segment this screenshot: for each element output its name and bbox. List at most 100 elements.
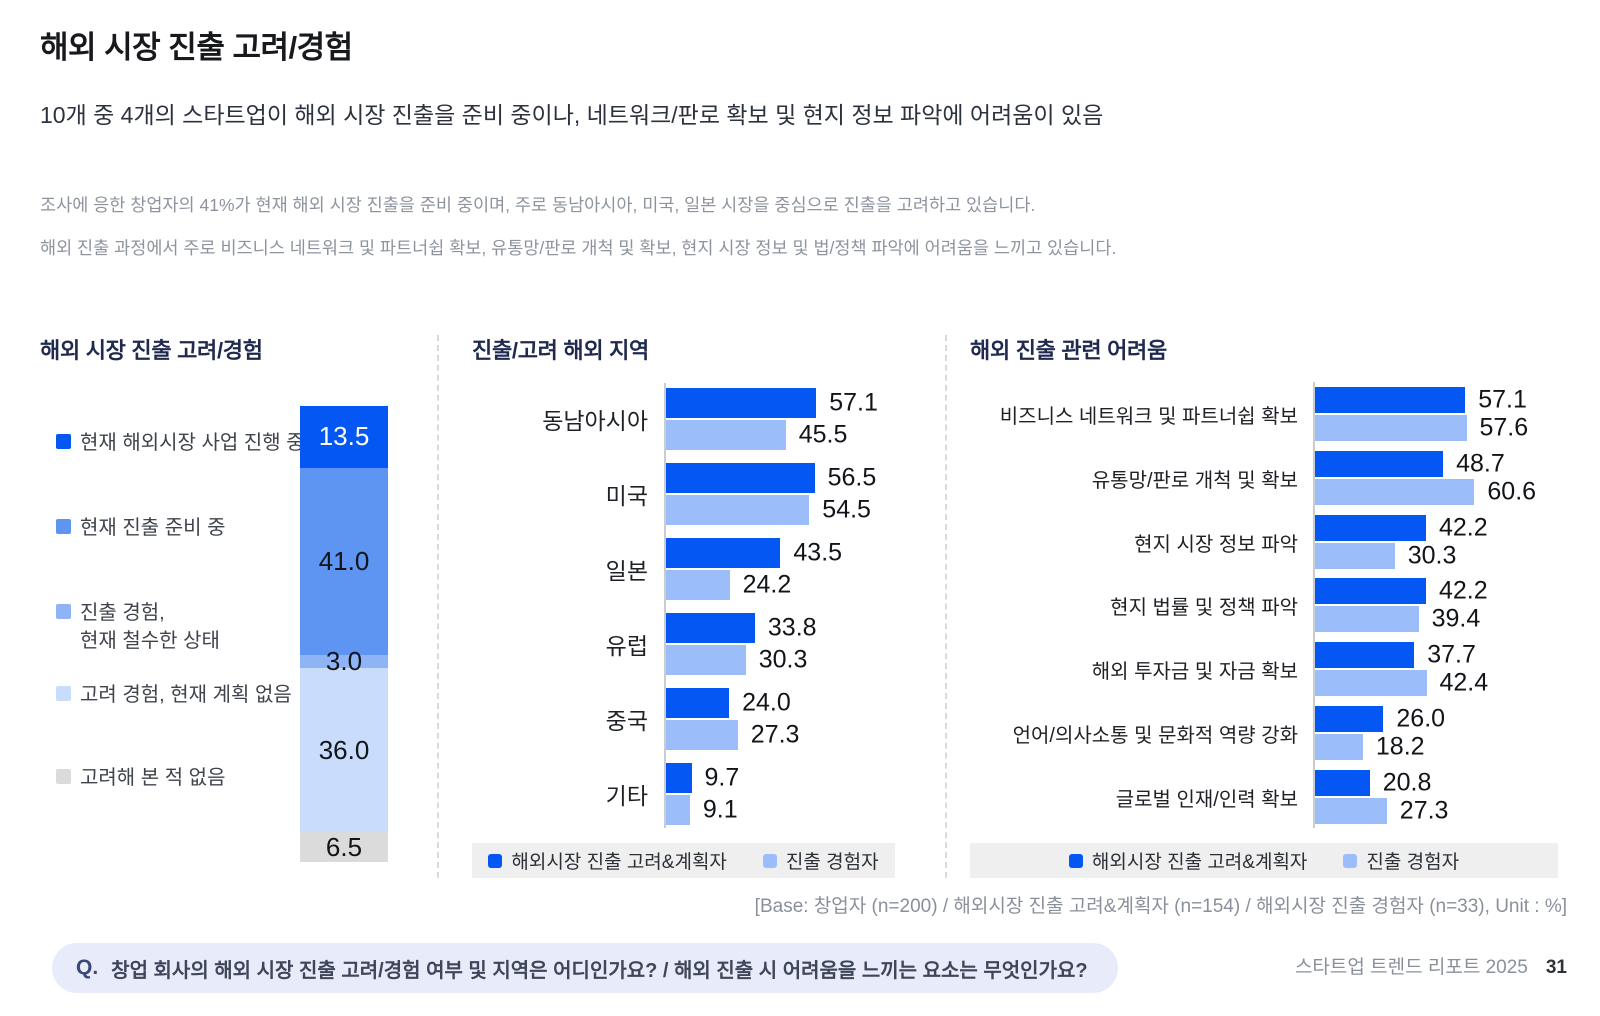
bar-primary: 24.0 bbox=[666, 688, 791, 718]
bar-group: 43.5 24.2 bbox=[666, 538, 842, 600]
chart-title: 진출/고려 해외 지역 bbox=[472, 338, 649, 363]
bar-value: 42.2 bbox=[1439, 576, 1488, 605]
question-text: 창업 회사의 해외 시장 진출 고려/경험 여부 및 지역은 어디인가요? / … bbox=[111, 959, 1088, 982]
stack-segment: 6.5 bbox=[300, 832, 388, 862]
bar-secondary: 30.3 bbox=[1315, 542, 1456, 570]
bar-value: 33.8 bbox=[767, 613, 817, 642]
stacked-chart-legend: 현재 해외시장 사업 진행 중 현재 진출 준비 중 진출 경험, 현재 철수한 상태… bbox=[40, 333, 437, 878]
bar-secondary: 60.6 bbox=[1315, 478, 1536, 506]
bar-primary: 9.7 bbox=[666, 763, 739, 793]
legend-swatch bbox=[488, 853, 503, 868]
bar-primary: 56.5 bbox=[666, 463, 876, 493]
category-label: 일본 bbox=[605, 558, 648, 584]
bar-value: 27.3 bbox=[750, 720, 800, 749]
stack-segment-value: 3.0 bbox=[325, 645, 363, 676]
bar-group: 9.7 9.1 bbox=[666, 763, 739, 825]
bar-group: 26.0 18.2 bbox=[1315, 705, 1445, 761]
bar-secondary: 18.2 bbox=[1315, 733, 1425, 761]
bar-secondary: 42.4 bbox=[1315, 669, 1488, 697]
stack-segment-value: 6.5 bbox=[325, 831, 363, 862]
bar-group: 57.1 57.6 bbox=[1315, 386, 1528, 442]
axis-line bbox=[1313, 382, 1315, 828]
chart-row: 언어/의사소통 및 문화적 역량 강화 26.0 18.2 bbox=[970, 705, 1558, 761]
bar-primary: 48.7 bbox=[1315, 450, 1505, 478]
page-subtitle: 10개 중 4개의 스타트업이 해외 시장 진출을 준비 중이나, 네트워크/판… bbox=[40, 102, 1104, 128]
legend-entry: 해외시장 진출 고려&계획자 bbox=[488, 847, 727, 874]
category-label: 유럽 bbox=[605, 633, 648, 659]
legend-swatch bbox=[762, 853, 777, 868]
stack-segment-value: 36.0 bbox=[318, 734, 370, 765]
bar-value: 9.7 bbox=[704, 763, 740, 792]
bar-value: 26.0 bbox=[1396, 704, 1446, 733]
bar-group: 20.8 27.3 bbox=[1315, 769, 1448, 825]
bar-group: 56.5 54.5 bbox=[666, 463, 876, 525]
bar-primary: 43.5 bbox=[666, 538, 842, 568]
category-label: 글로벌 인재/인력 확보 bbox=[1115, 788, 1298, 811]
bar-primary: 26.0 bbox=[1315, 705, 1445, 733]
chart-row: 미국 56.5 54.5 bbox=[472, 463, 895, 525]
bar-value: 48.7 bbox=[1456, 449, 1505, 478]
bar-value: 43.5 bbox=[793, 538, 843, 567]
section-divider bbox=[437, 335, 439, 878]
legend-label: 진출 경험자 bbox=[785, 852, 879, 873]
chart-title: 해외 시장 진출 고려/경험 bbox=[40, 338, 263, 363]
bar-primary: 57.1 bbox=[1315, 386, 1527, 414]
bar-value: 39.4 bbox=[1431, 604, 1481, 633]
legend-item-label: 고려해 본 적 없음 bbox=[80, 767, 226, 789]
bar-value: 54.5 bbox=[822, 495, 871, 524]
legend-item: 고려 경험, 현재 계획 없음 bbox=[56, 681, 292, 709]
chart-overseas-difficulties: 해외 진출 관련 어려움 비즈니스 네트워크 및 파트너쉽 확보 57.1 57.6… bbox=[970, 333, 1558, 878]
bar-value: 27.3 bbox=[1399, 796, 1449, 825]
bar-value: 42.2 bbox=[1439, 513, 1488, 542]
bar-group: 33.8 30.3 bbox=[666, 613, 817, 675]
bar-primary: 20.8 bbox=[1315, 769, 1431, 797]
bar-secondary: 27.3 bbox=[666, 720, 799, 750]
stack-segment-value: 41.0 bbox=[318, 545, 370, 576]
chart-row: 현지 법률 및 정책 파악 42.2 39.4 bbox=[970, 576, 1558, 633]
bar-value: 20.8 bbox=[1382, 768, 1432, 797]
chart-legend: 해외시장 진출 고려&계획자 진출 경험자 bbox=[472, 843, 895, 878]
legend-label: 해외시장 진출 고려&계획자 bbox=[511, 852, 727, 873]
legend-item-label: 현재 진출 준비 중 bbox=[80, 517, 226, 539]
chart-row: 기타 9.7 9.1 bbox=[472, 763, 895, 825]
legend-item-label: 현재 해외시장 사업 진행 중 bbox=[80, 432, 305, 454]
body-text-line: 해외 진출 과정에서 주로 비즈니스 네트워크 및 파트너쉽 확보, 유통망/판… bbox=[40, 238, 1117, 258]
legend-entry: 해외시장 진출 고려&계획자 bbox=[1068, 847, 1307, 874]
stack-segment: 41.0 bbox=[300, 467, 388, 655]
category-label: 언어/의사소통 및 문화적 역량 강화 bbox=[1012, 724, 1298, 747]
bar-secondary: 39.4 bbox=[1315, 605, 1480, 633]
bar-value: 56.5 bbox=[827, 463, 877, 492]
bar-secondary: 27.3 bbox=[1315, 797, 1448, 825]
bar-group: 24.0 27.3 bbox=[666, 688, 799, 750]
bar-value: 57.6 bbox=[1479, 413, 1529, 442]
bar-group: 48.7 60.6 bbox=[1315, 450, 1536, 506]
bar-primary: 33.8 bbox=[666, 613, 817, 643]
bar-value: 24.2 bbox=[742, 570, 792, 599]
legend-entry: 진출 경험자 bbox=[1343, 847, 1459, 874]
stack-segment: 13.5 bbox=[300, 406, 388, 468]
category-label: 중국 bbox=[605, 708, 648, 734]
bar-chart-body: 동남아시아 57.1 45.5 미국 56.5 54.5 일본 43.5 24.2 유럽 33.8 3… bbox=[472, 333, 895, 878]
legend-swatch bbox=[56, 604, 71, 619]
category-label: 현지 시장 정보 파악 bbox=[1134, 533, 1298, 556]
bar-primary: 42.2 bbox=[1315, 514, 1488, 542]
chart-row: 일본 43.5 24.2 bbox=[472, 538, 895, 600]
chart-row: 해외 투자금 및 자금 확보 37.7 42.4 bbox=[970, 641, 1558, 697]
bar-secondary: 54.5 bbox=[666, 495, 871, 525]
bar-secondary: 45.5 bbox=[666, 420, 847, 450]
category-label: 유통망/판로 개척 및 확보 bbox=[1091, 469, 1298, 492]
legend-swatch bbox=[1068, 853, 1083, 868]
bar-value: 57.1 bbox=[829, 388, 878, 417]
bar-group: 37.7 42.4 bbox=[1315, 641, 1488, 697]
bar-value: 9.1 bbox=[702, 795, 738, 824]
legend-item: 고려해 본 적 없음 bbox=[56, 764, 225, 792]
legend-swatch bbox=[1343, 853, 1358, 868]
section-divider bbox=[945, 335, 947, 878]
bar-secondary: 9.1 bbox=[666, 795, 738, 825]
chart-row: 현지 시장 정보 파악 42.2 30.3 bbox=[970, 514, 1558, 570]
stacked-bar: 13.5 41.0 3.0 36.0 6.5 bbox=[300, 406, 388, 862]
page-number: 31 bbox=[1545, 957, 1567, 978]
category-label: 동남아시아 bbox=[542, 408, 648, 434]
category-label: 현지 법률 및 정책 파악 bbox=[1110, 596, 1298, 619]
